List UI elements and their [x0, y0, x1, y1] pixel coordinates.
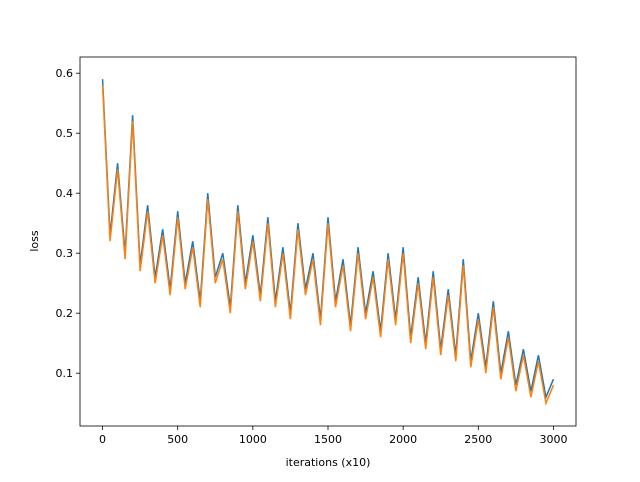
- x-tick-label: 0: [99, 433, 106, 446]
- x-tick-label: 2500: [464, 433, 492, 446]
- y-tick-label: 0.2: [56, 307, 74, 320]
- line-series: [101, 79, 555, 400]
- y-tick-label: 0.6: [56, 67, 74, 80]
- y-tick-label: 0.5: [56, 127, 74, 140]
- plot-area: [80, 57, 576, 426]
- x-axis-label: iterations (x10): [286, 456, 371, 469]
- x-tick-label: 1000: [239, 433, 267, 446]
- y-axis-label: loss: [28, 230, 41, 252]
- x-tick-label: 3000: [539, 433, 567, 446]
- x-tick-label: 2000: [389, 433, 417, 446]
- x-tick-label: 1500: [314, 433, 342, 446]
- y-tick-label: 0.4: [56, 187, 74, 200]
- y-tick-label: 0.1: [56, 367, 74, 380]
- line-series: [101, 85, 555, 406]
- x-tick-label: 500: [167, 433, 188, 446]
- y-tick-label: 0.3: [56, 247, 74, 260]
